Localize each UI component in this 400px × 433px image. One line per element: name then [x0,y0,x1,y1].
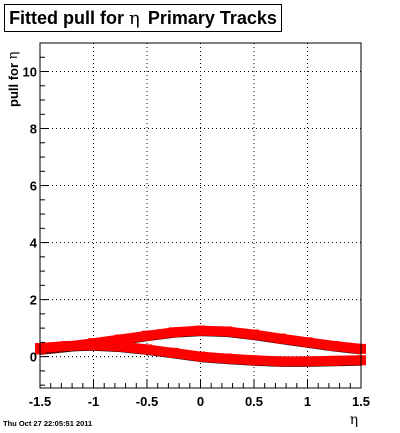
tick-labels: -1.5 -1 -0.5 0 0.5 1 1.5 0 2 4 6 8 10 [23,65,371,409]
y-tick-label: 6 [30,179,37,194]
x-tick-label: 0.5 [245,394,263,409]
title-suffix: Primary Tracks [147,7,277,28]
timestamp: Thu Oct 27 22:05:51 2011 [3,419,93,428]
x-tick-label: 1 [304,394,311,409]
y-tick-label: 8 [30,122,37,137]
series-1-point [115,334,126,345]
x-tick-label: -1 [88,394,100,409]
series-2-point [61,341,72,352]
x-tick-label: 1.5 [352,394,370,409]
x-tick-label: -0.5 [136,394,158,409]
series-2-point [142,344,152,355]
series-1-point [142,330,152,341]
title-prefix: Fitted pull for [9,7,125,28]
series-1-point [195,325,206,336]
axis-ticks [39,42,362,388]
chart-title: Fitted pull for η Primary Tracks [4,4,282,32]
grid [40,43,361,388]
series-1-point [302,337,313,348]
title-eta-symbol: η [129,7,140,29]
series-2-point [195,351,206,362]
y-tick-label: 10 [23,65,37,80]
series-1-point [222,326,233,337]
series-2-point [329,355,340,366]
x-axis-label: η [349,412,359,428]
series-2-point [302,356,313,367]
series-2-point [249,355,259,366]
series-2-point [88,340,99,351]
y-tick-label: 4 [30,236,38,251]
data-series [35,325,366,367]
series-2-point [115,341,126,352]
series-1-point [168,327,179,338]
series-2-point [168,347,179,358]
series-2-point [222,353,233,364]
series-1-point [275,333,286,344]
series-2-point [275,356,286,367]
y-tick-label: 0 [30,350,37,365]
series-1-point [329,341,340,352]
x-tick-label: -1.5 [29,394,51,409]
series-1-point [249,329,259,340]
y-tick-label: 2 [30,293,37,308]
x-tick-label: 0 [197,394,204,409]
